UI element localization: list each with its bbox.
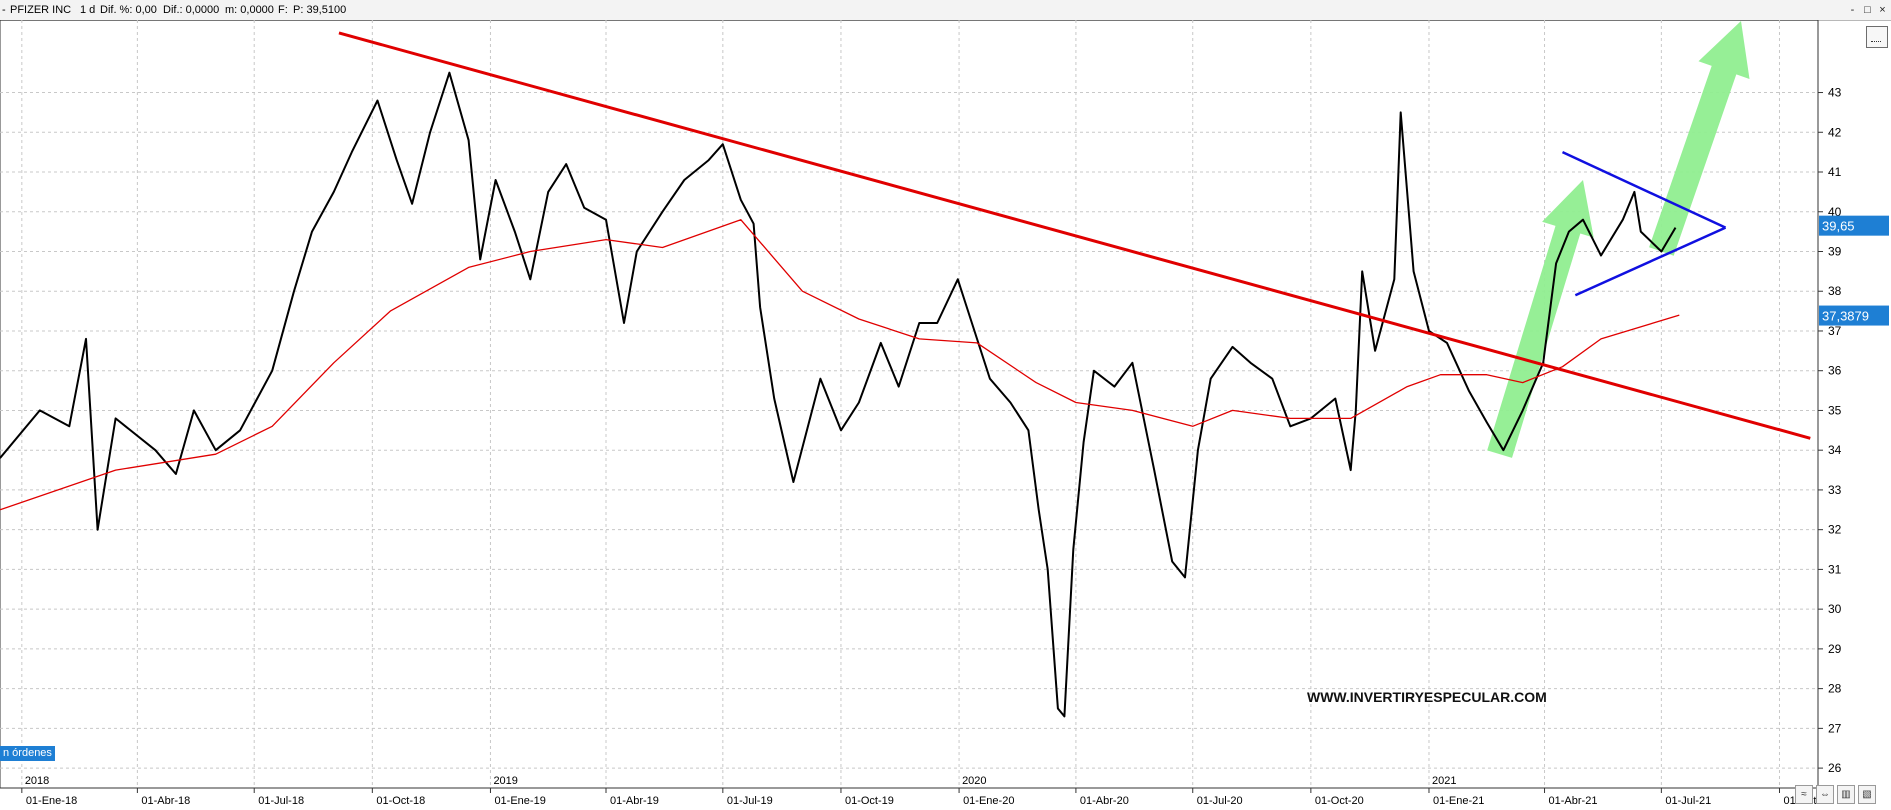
y-tick-label: 39 xyxy=(1828,244,1842,258)
panel-toggle-button[interactable] xyxy=(1866,26,1888,48)
x-tick-label: 01-Ene-21 xyxy=(1433,795,1484,807)
header-m: m: 0,0000 xyxy=(225,4,274,16)
x-tick-label: 01-Abr-18 xyxy=(141,795,190,807)
y-tick-label: 28 xyxy=(1828,682,1842,696)
orders-badge[interactable]: n órdenes xyxy=(0,746,55,761)
maximize-button[interactable]: □ xyxy=(1864,4,1871,16)
bar-mode-button[interactable]: ▥ xyxy=(1837,785,1855,804)
y-tick-label: 26 xyxy=(1828,761,1842,775)
year-label: 2018 xyxy=(25,775,49,787)
price-series xyxy=(0,71,1677,718)
header-dif-pct: Dif. %: 0,00 xyxy=(100,4,157,16)
year-label: 2019 xyxy=(493,775,517,787)
trend-arrow xyxy=(1487,180,1594,458)
x-axis: 01-Ene-18 01-Abr-18 01-Jul-18 01-Oct-18 01-E… xyxy=(21,775,1832,807)
resistance-trendline xyxy=(338,31,1811,440)
y-tick-label: 43 xyxy=(1828,86,1842,100)
trend-arrow xyxy=(1649,21,1750,256)
header-ticker: PFIZER INC xyxy=(10,4,72,16)
line-mode-button[interactable]: ≈ xyxy=(1795,785,1813,804)
y-tick-label: 38 xyxy=(1828,284,1842,298)
price-markers: 39,65 37,3879 xyxy=(1819,215,1889,326)
chart-annotations-back xyxy=(1487,21,1750,458)
header-price: P: 39,5100 xyxy=(293,4,347,16)
y-tick-label: 33 xyxy=(1828,483,1842,497)
chart-annotations-front xyxy=(338,31,1811,440)
watermark-text: WWW.INVERTIRYESPECULAR.COM xyxy=(1307,689,1547,705)
header-f: F: xyxy=(278,4,288,16)
header-dash: - xyxy=(2,4,6,16)
price-marker-label: 39,65 xyxy=(1822,219,1855,234)
y-tick-label: 36 xyxy=(1828,364,1842,378)
x-tick-label: 01-Oct-18 xyxy=(376,795,425,807)
x-tick-label: 01-Jul-20 xyxy=(1197,795,1243,807)
price-marker xyxy=(1819,305,1889,326)
x-tick-label: 01-Ene-18 xyxy=(26,795,77,807)
y-tick-label: 27 xyxy=(1828,721,1842,735)
y-tick-label: 42 xyxy=(1828,125,1842,139)
x-tick-label: 01-Jul-18 xyxy=(258,795,304,807)
x-tick-label: 01-Oct-19 xyxy=(845,795,894,807)
chart-header-bar: - PFIZER INC 1 d Dif. %: 0,00 Dif.: 0,00… xyxy=(0,0,1891,21)
header-period: 1 d xyxy=(80,4,96,16)
x-tick-label: 01-Oct-20 xyxy=(1315,795,1364,807)
y-tick-label: 35 xyxy=(1828,403,1842,417)
minimize-button[interactable]: - xyxy=(1850,4,1855,16)
plot-frame xyxy=(0,20,1819,789)
price-chart: 26 27 28 29 30 31 32 33 34 35 36 37 38 39 40 41 42 43 01-… xyxy=(0,20,1889,807)
x-tick-label: 01-Jul-19 xyxy=(727,795,773,807)
y-tick-label: 34 xyxy=(1828,443,1842,457)
x-tick-label: 01-Ene-19 xyxy=(494,795,545,807)
chart-series xyxy=(0,71,1680,718)
bottom-toolbar: ≈ ⇔ ▥ ▧ xyxy=(1795,785,1876,804)
y-tick-label: 41 xyxy=(1828,165,1842,179)
x-tick-label: 01-Abr-20 xyxy=(1080,795,1129,807)
y-tick-label: 40 xyxy=(1828,205,1842,219)
triangle-upper-line xyxy=(1561,151,1727,229)
x-tick-label: 01-Jul-21 xyxy=(1665,795,1711,807)
window-controls: - □ × xyxy=(1845,0,1890,20)
fill-mode-button[interactable]: ▧ xyxy=(1858,785,1876,804)
year-label: 2020 xyxy=(962,775,986,787)
y-tick-label: 30 xyxy=(1828,602,1842,616)
moving-average-series xyxy=(0,219,1680,511)
y-tick-label: 32 xyxy=(1828,523,1842,537)
header-dif: Dif.: 0,0000 xyxy=(163,4,220,16)
y-tick-label: 31 xyxy=(1828,562,1842,576)
y-tick-label: 37 xyxy=(1828,324,1842,338)
y-tick-label: 29 xyxy=(1828,642,1842,656)
x-tick-label: 01-Abr-19 xyxy=(610,795,659,807)
y-axis: 26 27 28 29 30 31 32 33 34 35 36 37 38 39 40 41 42 43 xyxy=(1818,86,1842,775)
close-button[interactable]: × xyxy=(1879,4,1886,16)
x-tick-label: 01-Abr-21 xyxy=(1549,795,1598,807)
chart-grid xyxy=(0,20,1819,789)
scroll-mode-button[interactable]: ⇔ xyxy=(1816,785,1834,804)
price-marker-label: 37,3879 xyxy=(1822,309,1869,324)
x-tick-label: 01-Ene-20 xyxy=(963,795,1014,807)
price-marker xyxy=(1819,215,1889,236)
triangle-lower-line xyxy=(1574,226,1727,297)
year-label: 2021 xyxy=(1432,775,1456,787)
